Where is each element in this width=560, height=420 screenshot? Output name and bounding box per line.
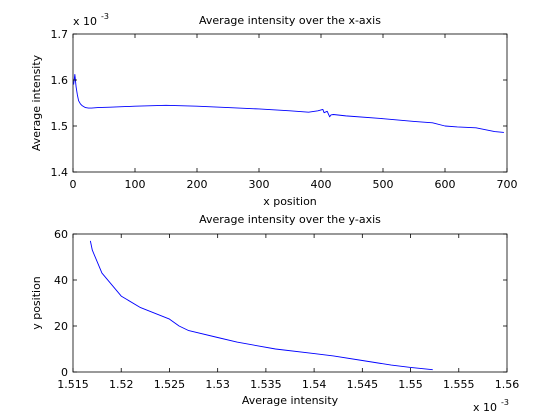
x-tick-label: 300: [249, 178, 270, 191]
bottom-x-axis-label: Average intensity: [242, 394, 339, 407]
x-tick-label: 1.545: [347, 378, 379, 391]
y-tick-label: 1.4: [51, 166, 69, 179]
x-tick-label: 1.54: [302, 378, 327, 391]
y-tick-label: 20: [54, 320, 68, 333]
bottom-chart-title: Average intensity over the y-axis: [199, 213, 381, 226]
x-tick-label: 1.555: [443, 378, 475, 391]
x-tick-label: 400: [311, 178, 332, 191]
x-tick-label: 1.55: [398, 378, 423, 391]
x-tick-label: 1.525: [154, 378, 186, 391]
y-tick-label: 60: [54, 228, 68, 241]
x-tick-label: 100: [125, 178, 146, 191]
top-y-exponent-power: -3: [101, 12, 109, 21]
y-tick-label: 1.6: [51, 74, 69, 87]
x-tick-label: 1.53: [205, 378, 230, 391]
x-tick-label: 1.515: [57, 378, 89, 391]
top-y-axis-label: Average intensity: [30, 54, 43, 151]
x-tick-label: 700: [497, 178, 518, 191]
y-tick-label: 0: [61, 366, 68, 379]
y-tick-label: 1.5: [51, 120, 69, 133]
top-plot-area: [73, 34, 507, 172]
y-tick-label: 1.7: [51, 28, 69, 41]
x-tick-label: 600: [435, 178, 456, 191]
top-chart-title: Average intensity over the x-axis: [199, 14, 381, 27]
bottom-y-axis-label: y position: [30, 276, 43, 330]
x-tick-label: 1.535: [250, 378, 282, 391]
x-tick-label: 200: [187, 178, 208, 191]
x-tick-label: 1.56: [495, 378, 520, 391]
top-y-exponent-base: x 10: [73, 15, 97, 28]
y-tick-label: 40: [54, 274, 68, 287]
top-x-axis-label: x position: [263, 195, 317, 208]
bottom-x-exponent-power: -3: [501, 398, 509, 407]
bottom-plot-area: [73, 234, 507, 372]
x-tick-label: 0: [70, 178, 77, 191]
x-tick-label: 1.52: [109, 378, 134, 391]
bottom-x-exponent-base: x 10: [473, 401, 497, 414]
x-tick-label: 500: [373, 178, 394, 191]
